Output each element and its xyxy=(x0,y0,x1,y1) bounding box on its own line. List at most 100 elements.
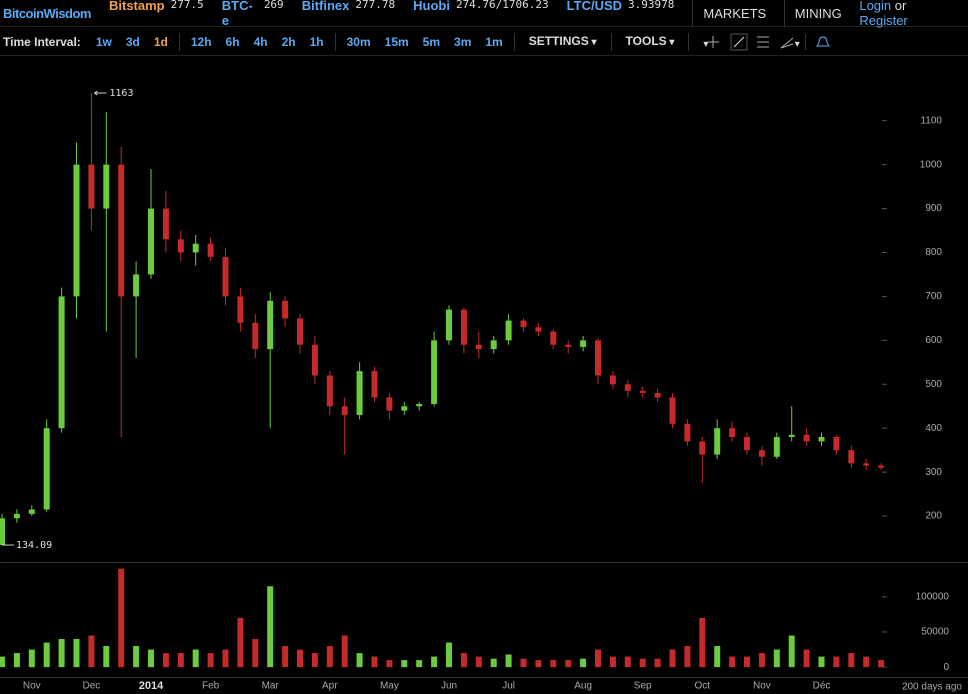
volume-bar xyxy=(490,658,497,668)
candle-body xyxy=(446,309,452,341)
ticker-name[interactable]: BTC-e xyxy=(221,0,253,28)
low-annotation: 134.09 xyxy=(16,540,52,551)
candle-body xyxy=(103,164,110,209)
volume-bar xyxy=(639,658,646,668)
ticker-price: 277.78 xyxy=(355,0,396,11)
candle-body xyxy=(654,393,661,398)
nav-bar: BitcoinWisdom Bitstamp 277.5 BTC-e 269 Bitfi… xyxy=(0,0,968,28)
volume-bar xyxy=(758,653,765,668)
volume-bar xyxy=(624,656,631,668)
y-tick-label: 1000 xyxy=(920,159,943,170)
volume-bar xyxy=(356,653,363,668)
candle-body xyxy=(148,208,154,275)
volume-bar xyxy=(863,656,870,668)
candle-body xyxy=(878,465,885,468)
y-tick-label: 500 xyxy=(925,379,942,390)
y2-tick-label: 50000 xyxy=(921,627,949,638)
tools-menu[interactable]: TOOLS xyxy=(616,28,685,55)
intervals: 1w 3d 1d 12h 6h 4h 2h 1h 30m 15m 5m 3m 1m xyxy=(89,32,510,51)
interval[interactable]: 4h xyxy=(253,34,268,49)
interval[interactable]: 2h xyxy=(281,34,296,49)
login[interactable]: Login xyxy=(859,0,892,13)
candle-body xyxy=(803,434,810,442)
hlines-tool[interactable] xyxy=(757,36,770,47)
y-tick-label: 300 xyxy=(925,467,942,478)
ticker-price: 269 xyxy=(263,0,284,11)
interval[interactable]: 30m xyxy=(346,34,371,49)
candle-body xyxy=(58,296,65,429)
ticker-name[interactable]: Huobi xyxy=(413,0,450,13)
volume-bar xyxy=(267,586,274,668)
brand[interactable]: BitcoinWisdom xyxy=(3,5,92,21)
candle-body xyxy=(43,428,50,510)
alert-tool[interactable] xyxy=(816,35,831,46)
line-tool[interactable] xyxy=(730,33,748,50)
separator xyxy=(513,32,515,51)
candle-body xyxy=(833,436,840,451)
volume-bar xyxy=(28,649,35,668)
candle-body xyxy=(788,434,795,437)
volume-bar xyxy=(729,656,736,668)
x-tick-label: May xyxy=(380,681,399,692)
mining-menu[interactable]: MINING xyxy=(783,0,860,27)
candle-body xyxy=(282,300,289,319)
candle-body xyxy=(609,375,616,385)
interval[interactable]: 1h xyxy=(309,34,324,49)
ticker-name[interactable]: LTC/USD xyxy=(566,0,623,13)
volume-bar xyxy=(505,654,512,668)
interval[interactable]: 3d xyxy=(125,34,140,49)
volume-bar xyxy=(58,639,65,668)
candle-body xyxy=(237,296,244,323)
ticker-price: 3.93978 xyxy=(628,0,675,11)
candle-body xyxy=(520,320,527,328)
markets-menu[interactable]: MARKETS xyxy=(692,0,783,27)
volume-bar xyxy=(818,656,825,668)
x-tick-label: Aug xyxy=(574,681,592,692)
x-tick-label: Jun xyxy=(441,681,457,692)
candle-body xyxy=(475,344,482,350)
separator xyxy=(610,32,612,51)
x-tick-label: Nov xyxy=(753,681,771,692)
volume-bar xyxy=(162,653,169,668)
x-tick-label: Apr xyxy=(322,681,338,692)
candle-body xyxy=(386,397,393,411)
interval[interactable]: 5m xyxy=(422,34,441,49)
candle-body xyxy=(13,513,20,519)
fan-tool[interactable] xyxy=(781,37,794,48)
volume-bar xyxy=(460,653,467,668)
separator xyxy=(334,32,336,51)
volume-bar xyxy=(699,617,706,668)
volume-bar xyxy=(43,642,50,668)
high-annotation: 1163 xyxy=(109,88,133,99)
x-tick-label: Oct xyxy=(695,681,711,692)
ticker-name[interactable]: Bitstamp xyxy=(109,0,165,13)
volume-bar xyxy=(773,649,780,668)
cross-tool[interactable] xyxy=(707,35,720,48)
volume-bar xyxy=(401,660,408,668)
interval[interactable]: 1d xyxy=(153,34,168,49)
register[interactable]: Register xyxy=(859,13,908,28)
y-tick-label: 900 xyxy=(925,203,942,214)
volume-bar xyxy=(237,617,244,668)
settings-menu[interactable]: SETTINGS xyxy=(519,28,607,55)
candle-body xyxy=(73,164,80,297)
candle-body xyxy=(0,518,5,546)
interval[interactable]: 12h xyxy=(190,34,212,49)
interval[interactable]: 15m xyxy=(384,34,409,49)
x-tick-label: Nov xyxy=(23,681,41,692)
candle-body xyxy=(311,344,318,376)
candle-body xyxy=(252,322,259,350)
volume-bar xyxy=(13,653,20,668)
interval[interactable]: 6h xyxy=(225,34,240,49)
interval[interactable]: 1w xyxy=(95,34,112,49)
ticker-name[interactable]: Bitfinex xyxy=(301,0,350,13)
candle-body xyxy=(222,256,229,297)
volume-bar xyxy=(177,653,184,668)
candle-body xyxy=(416,404,423,407)
candle-body xyxy=(714,428,721,455)
interval[interactable]: 1m xyxy=(485,34,503,49)
volume-bar xyxy=(297,649,303,668)
volume-bar xyxy=(416,660,423,668)
interval[interactable]: 3m xyxy=(454,34,472,49)
